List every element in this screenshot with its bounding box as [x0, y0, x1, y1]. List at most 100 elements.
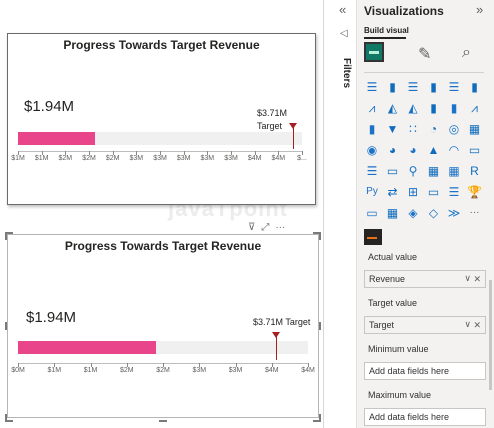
- gauge-icon[interactable]: ◠: [448, 143, 460, 157]
- python-visual-icon[interactable]: Py: [366, 186, 378, 197]
- format-visual-icon[interactable]: ✎: [418, 46, 432, 63]
- target-marker-icon: [289, 123, 298, 129]
- remove-field-icon[interactable]: ✕: [473, 320, 481, 330]
- line-icon[interactable]: ⩘: [368, 101, 376, 115]
- stacked-bar-h-icon[interactable]: ☰: [407, 80, 419, 94]
- treemap-icon[interactable]: ▦: [468, 122, 481, 136]
- visual-header-tools: ⊽ ⤢ ···: [248, 222, 285, 233]
- resize-handle-br[interactable]: [319, 414, 321, 422]
- area-icon[interactable]: ◭: [387, 101, 398, 115]
- filter-funnel-icon: ◁: [340, 28, 348, 39]
- axis-tick-label: $2M: [119, 367, 134, 374]
- multirow-card-icon[interactable]: ☰: [366, 164, 378, 178]
- axis-tick: [18, 151, 19, 155]
- resize-handle-bl[interactable]: [5, 414, 7, 422]
- power-apps-icon[interactable]: ▦: [386, 206, 399, 220]
- axis-tick: [278, 151, 280, 155]
- resize-handle-left[interactable]: [5, 322, 7, 330]
- resize-handle-tl[interactable]: [5, 232, 7, 240]
- diamond-icon[interactable]: ◇: [428, 206, 439, 220]
- trophy-icon[interactable]: 🏆: [467, 185, 482, 199]
- field-well-value[interactable]: Target ∨ ✕: [364, 316, 486, 334]
- stacked-area-icon[interactable]: ◭: [408, 101, 418, 115]
- decomposition-tree-icon[interactable]: ⊞: [407, 185, 419, 199]
- line-column-icon[interactable]: ▮: [430, 101, 437, 115]
- target-marker-icon: [272, 332, 281, 338]
- power-automate-icon[interactable]: ◈: [408, 206, 418, 220]
- scatter-icon[interactable]: ∷: [409, 122, 417, 136]
- axis-tick: [302, 151, 303, 155]
- resize-handle-right[interactable]: [319, 322, 321, 330]
- axis-tick: [231, 151, 232, 155]
- build-visual-tab[interactable]: Build visual: [364, 26, 409, 35]
- filters-label[interactable]: Filters: [341, 58, 352, 89]
- actual-value: $1.94M: [24, 98, 75, 115]
- more-icon[interactable]: ···: [469, 207, 480, 218]
- axis-tick-label: $4M: [247, 155, 262, 162]
- azure-map-icon[interactable]: ▲: [427, 143, 440, 157]
- card-icon[interactable]: ▭: [468, 143, 481, 157]
- r-visual-icon[interactable]: R: [470, 164, 479, 178]
- field-well-dropzone[interactable]: Add data fields here: [364, 362, 486, 380]
- collapse-filters-icon[interactable]: «: [339, 2, 347, 17]
- key-influencers-icon[interactable]: ⇄: [387, 185, 398, 199]
- field-name: Add data fields here: [369, 412, 450, 422]
- line-clustered-icon[interactable]: ▮: [450, 101, 458, 115]
- resize-handle-tr[interactable]: [313, 232, 321, 234]
- kpi-visual-icon[interactable]: [364, 229, 382, 245]
- chevrons-icon[interactable]: ≫: [447, 206, 461, 220]
- clustered-column-icon[interactable]: ▮: [389, 80, 396, 94]
- build-visual-icon[interactable]: [364, 42, 384, 62]
- kpi-visual-2[interactable]: Progress Towards Target Revenue $1.94M $…: [7, 234, 319, 418]
- kpi-visual-1[interactable]: Progress Towards Target Revenue $1.94M $…: [7, 33, 316, 205]
- resize-handle-tl[interactable]: [5, 232, 13, 234]
- filter-icon[interactable]: ⊽: [248, 222, 256, 233]
- shape-map-icon[interactable]: ◕: [409, 143, 417, 157]
- axis-tick: [183, 151, 185, 155]
- axis-tick: [112, 151, 114, 155]
- active-tab-underline: [364, 37, 406, 39]
- ribbon-icon[interactable]: ⩘: [471, 101, 478, 115]
- axis-tick: [65, 151, 67, 155]
- focus-mode-icon[interactable]: ⤢: [261, 222, 270, 233]
- filters-pane[interactable]: [334, 0, 356, 428]
- axis-tick-label: $1M: [34, 155, 49, 162]
- pie-icon[interactable]: ◔: [429, 122, 438, 136]
- matrix-icon[interactable]: ▦: [448, 164, 460, 178]
- funnel-icon[interactable]: ▼: [386, 122, 399, 136]
- more-options-icon[interactable]: ···: [275, 222, 286, 233]
- resize-handle-bottom[interactable]: [159, 420, 167, 422]
- table-icon[interactable]: ▦: [427, 164, 440, 178]
- chevron-down-icon[interactable]: ∨: [464, 319, 471, 329]
- field-name: Target: [369, 320, 395, 330]
- kpi-icon[interactable]: ▭: [386, 164, 399, 178]
- stacked-column-icon[interactable]: ▮: [430, 80, 437, 94]
- narrative-icon[interactable]: ☰: [448, 185, 460, 199]
- map-icon[interactable]: ◉: [366, 143, 378, 157]
- slicer-icon[interactable]: ⚲: [408, 164, 418, 178]
- remove-field-icon[interactable]: ✕: [473, 274, 481, 284]
- axis-tick: [163, 363, 164, 367]
- resize-handle-br[interactable]: [313, 420, 321, 422]
- waterfall-icon[interactable]: ▮: [368, 122, 376, 136]
- 100-bar-icon[interactable]: ▮: [471, 80, 478, 94]
- axis-tick-label: $3M: [228, 367, 243, 374]
- analytics-icon[interactable]: ⌕: [462, 44, 471, 61]
- resize-handle-tr[interactable]: [319, 232, 321, 240]
- axis-tick-label: $2M: [58, 155, 73, 162]
- chevron-down-icon[interactable]: ∨: [464, 273, 471, 283]
- scrollbar[interactable]: [489, 280, 492, 390]
- filled-map-icon[interactable]: ◕: [388, 143, 397, 157]
- axis-tick-label: $0M: [11, 367, 25, 374]
- field-well-dropzone[interactable]: Add data fields here: [364, 408, 486, 426]
- field-well-value[interactable]: Revenue ∨ ✕: [364, 270, 486, 288]
- axis-tick-label: $2M: [82, 155, 96, 162]
- stacked-bar-icon[interactable]: ☰: [366, 80, 378, 94]
- expand-pane-icon[interactable]: »: [476, 2, 484, 17]
- qa-icon[interactable]: ▭: [427, 185, 440, 199]
- clustered-bar-icon[interactable]: ☰: [448, 80, 460, 94]
- paginated-report-icon[interactable]: ▭: [366, 206, 378, 220]
- field-well-label: Maximum value: [368, 390, 432, 400]
- donut-icon[interactable]: ◎: [448, 122, 460, 136]
- resize-handle-bl[interactable]: [5, 420, 13, 422]
